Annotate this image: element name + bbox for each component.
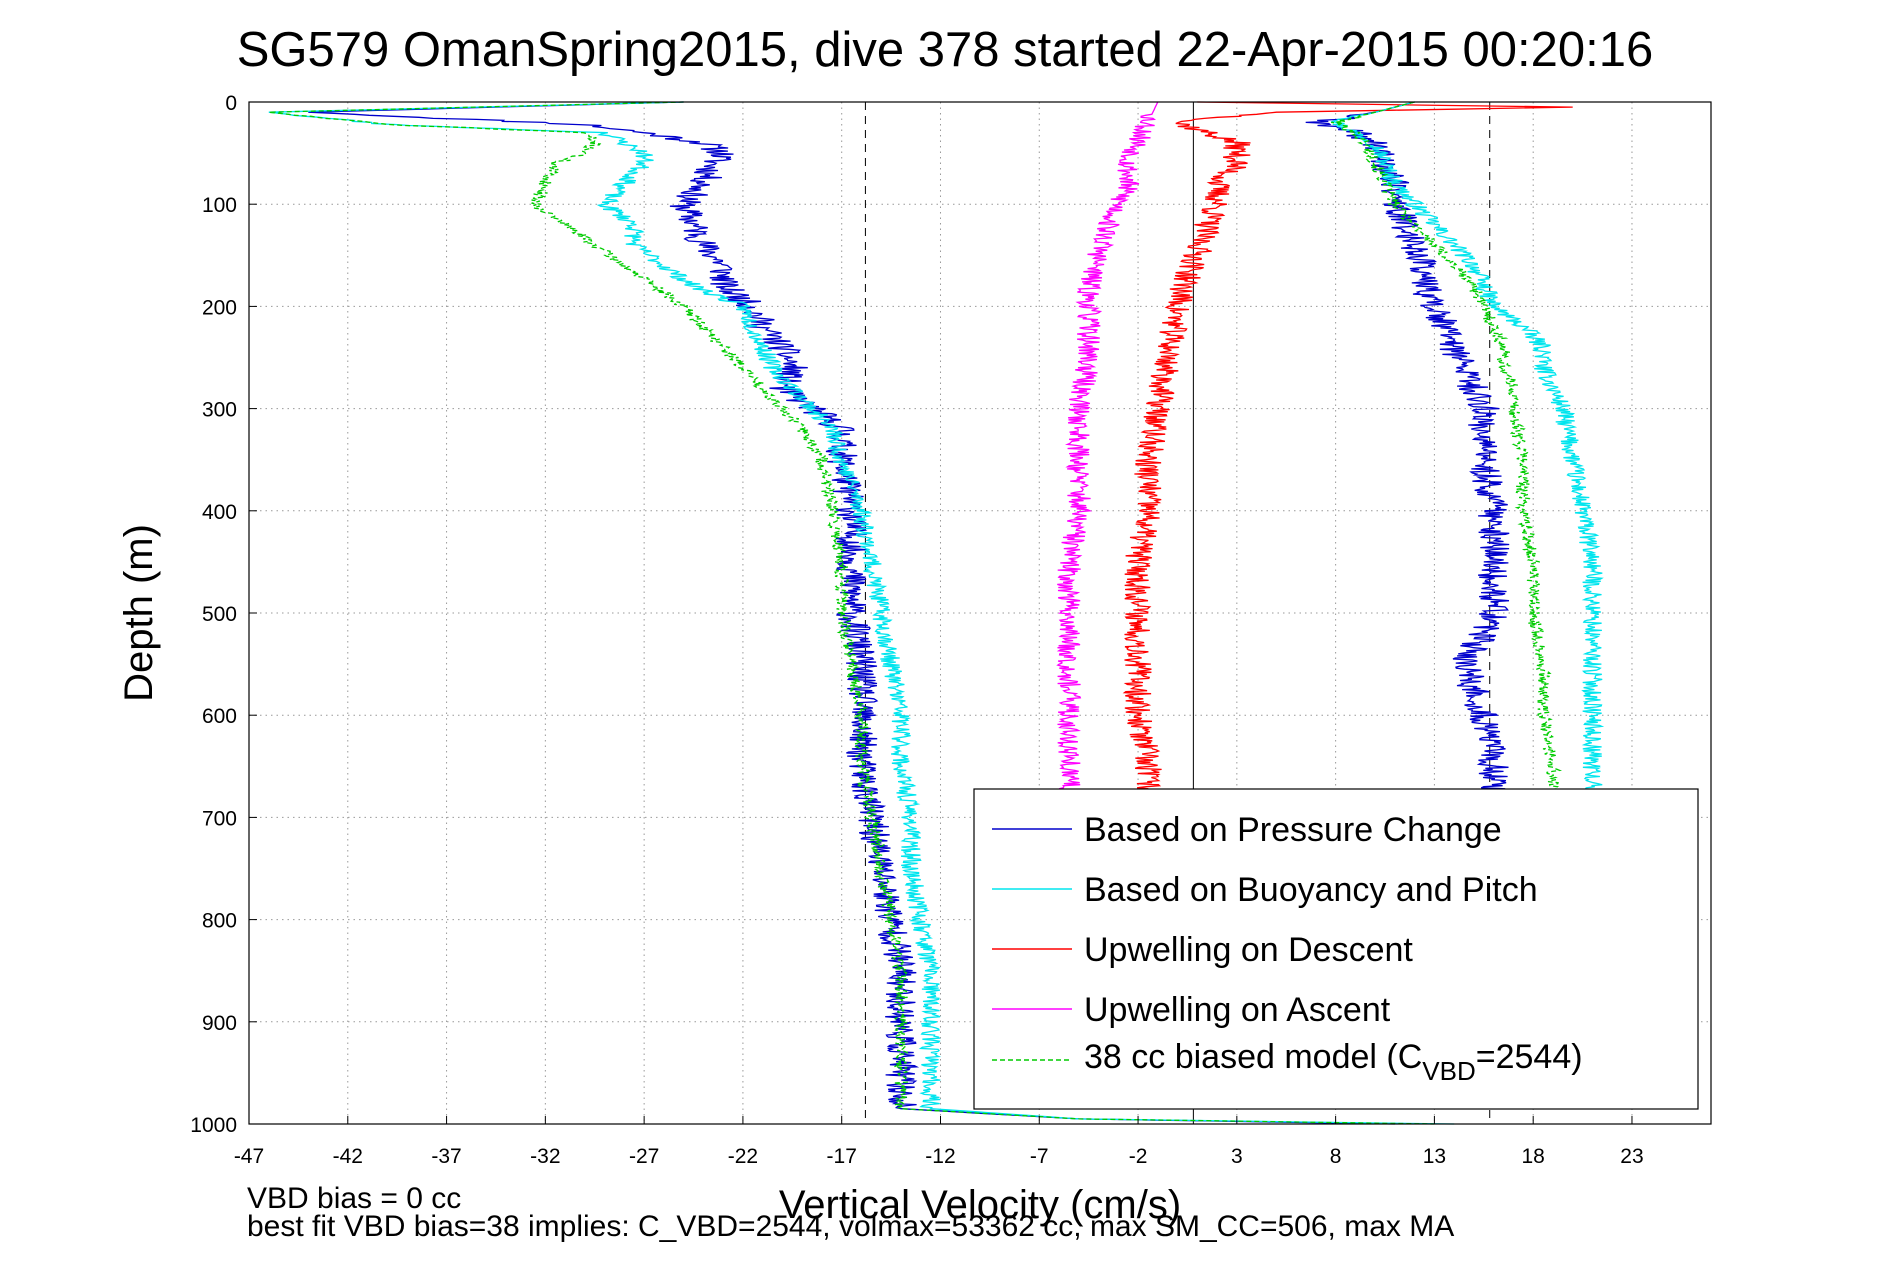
y-axis-label: Depth (m)	[117, 524, 161, 702]
y-tick-label: 1000	[190, 1114, 237, 1137]
x-tick-label: -37	[431, 1145, 461, 1168]
series-line-38-cc-biased-model-ascent	[1331, 101, 1563, 819]
legend-swatches	[992, 828, 1072, 1061]
x-tick-label: -7	[1030, 1145, 1049, 1168]
y-tick-label: 800	[202, 910, 237, 933]
y-tick-label: 0	[225, 92, 237, 115]
legend-label-biased-model: 38 cc biased model (CVBD=2544)	[1084, 1038, 1583, 1086]
x-tick-label: -12	[925, 1145, 955, 1168]
x-tick-label: 13	[1423, 1145, 1446, 1168]
series-line-upwelling-on-descent	[1122, 101, 1573, 819]
x-tick-label: -27	[629, 1145, 659, 1168]
x-tick-label: -42	[333, 1145, 363, 1168]
axis-ticks: -47 -42 -37 -32 -27 -22 -17 -12 -7 -2 3 8 13 18 23 0 100…	[190, 92, 1643, 1168]
y-tick-label: 400	[202, 501, 237, 524]
series-line-upwelling-on-ascent	[1056, 101, 1159, 818]
y-tick-label: 500	[202, 603, 237, 626]
x-axis-label: Vertical Velocity (cm/s)	[779, 1183, 1181, 1227]
legend-label-upwelling-descent: Upwelling on Descent	[1084, 931, 1413, 969]
x-tick-label: 18	[1522, 1145, 1545, 1168]
legend-label-pressure-change: Based on Pressure Change	[1084, 811, 1502, 849]
series-line-based-on-buoyancy-and-pitch	[268, 101, 1455, 1125]
y-tick-label: 900	[202, 1012, 237, 1035]
series-line-based-on-pressure-change	[308, 101, 1395, 1125]
y-tick-label: 600	[202, 705, 237, 728]
legend-label-biased-model-main: 38 cc biased model (C	[1084, 1038, 1422, 1076]
legend-box	[973, 788, 1699, 1110]
series-line-38-cc-biased-model-c-vbd-2544	[268, 101, 1435, 1125]
y-tick-label: 300	[202, 399, 237, 422]
y-tick-label: 700	[202, 807, 237, 830]
legend-label-buoyancy-pitch: Based on Buoyancy and Pitch	[1084, 871, 1538, 909]
legend-label-upwelling-ascent: Upwelling on Ascent	[1084, 991, 1391, 1029]
legend-label-biased-model-tail: =2544)	[1476, 1038, 1583, 1076]
x-tick-label: -22	[728, 1145, 758, 1168]
x-tick-label: -2	[1129, 1145, 1148, 1168]
y-tick-label: 100	[202, 194, 237, 217]
series-line-based-on-buoyancy-and-pitch-ascent	[1330, 101, 1605, 819]
legend: Based on Pressure Change Based on Buoyan…	[973, 788, 1699, 1110]
legend-label-biased-model-subscript: VBD	[1422, 1056, 1475, 1086]
x-tick-label: -17	[827, 1145, 857, 1168]
y-tick-label: 200	[202, 296, 237, 319]
x-tick-label: 8	[1330, 1145, 1342, 1168]
data-series	[268, 101, 1605, 1125]
footer-line-2: best fit VBD bias=38 implies: C_VBD=2544…	[247, 1210, 1454, 1243]
x-tick-label: 23	[1620, 1145, 1643, 1168]
x-tick-label: -32	[530, 1145, 560, 1168]
x-tick-label: 3	[1231, 1145, 1243, 1168]
series-line-based-on-pressure-change-ascent	[1305, 101, 1510, 819]
chart-title: SG579 OmanSpring2015, dive 378 started 2…	[237, 23, 1654, 77]
x-tick-label: -47	[234, 1145, 264, 1168]
footer-line-1: VBD bias = 0 cc	[247, 1182, 461, 1215]
